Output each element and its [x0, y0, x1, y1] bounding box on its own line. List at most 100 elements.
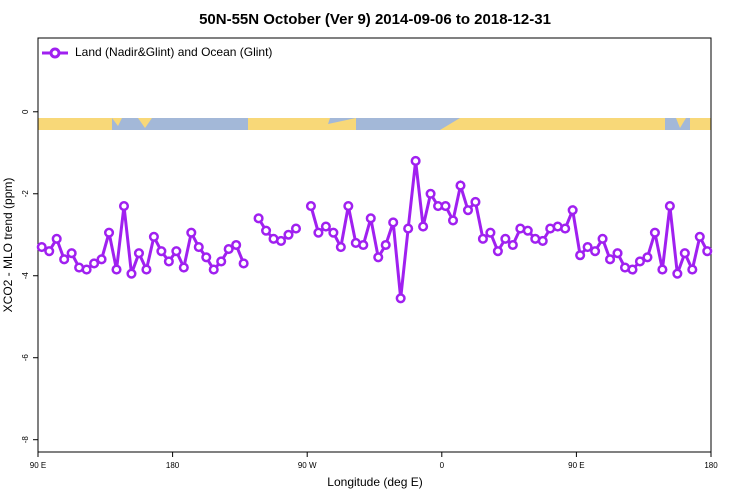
data-point	[89, 258, 100, 269]
data-point	[605, 254, 616, 265]
data-point	[96, 254, 107, 265]
x-tick-label: 0	[440, 461, 445, 470]
data-point	[642, 252, 653, 263]
data-point	[597, 233, 608, 244]
data-point	[335, 241, 346, 253]
data-point	[103, 227, 115, 238]
data-point	[36, 241, 47, 253]
y-tick-label: -4	[21, 272, 30, 280]
data-point	[403, 223, 414, 234]
data-point	[664, 201, 675, 212]
data-point	[492, 246, 503, 257]
data-point	[410, 155, 421, 167]
data-point	[679, 248, 690, 259]
data-point	[388, 217, 399, 228]
y-tick-label: 0	[21, 109, 30, 114]
data-point	[507, 239, 518, 251]
data-point	[320, 221, 331, 232]
data-point	[216, 256, 227, 267]
data-point	[395, 293, 406, 304]
data-point	[582, 241, 593, 253]
series-line	[41, 205, 246, 275]
land-ocean-strip	[38, 118, 711, 130]
legend-label: Land (Nadir&Glint) and Ocean (Glint)	[75, 45, 272, 59]
data-point	[178, 262, 189, 273]
data-point	[477, 233, 488, 244]
data-point	[612, 248, 623, 259]
data-point	[365, 213, 376, 224]
y-tick-label: -6	[21, 354, 30, 362]
data-point	[485, 227, 496, 238]
x-tick-label: 90 E	[568, 461, 584, 470]
data-point	[81, 264, 92, 275]
data-point	[283, 229, 294, 240]
data-point	[186, 227, 197, 238]
data-point	[59, 254, 70, 265]
legend-marker	[49, 47, 61, 59]
data-point	[253, 213, 264, 224]
data-point	[358, 239, 369, 251]
data-point	[261, 225, 272, 236]
data-point	[44, 246, 55, 257]
y-tick-label: -2	[21, 190, 30, 198]
data-point	[313, 227, 324, 238]
data-point	[193, 241, 204, 253]
data-point	[51, 233, 62, 244]
data-point	[380, 239, 391, 251]
data-point	[148, 231, 159, 242]
series-line	[309, 160, 709, 299]
data-point	[500, 233, 511, 244]
data-point	[575, 250, 586, 261]
data-point	[238, 258, 249, 269]
data-point	[201, 252, 212, 263]
data-point	[649, 227, 660, 238]
data-point	[231, 239, 242, 251]
x-tick-label: 90 W	[298, 461, 317, 470]
data-point	[141, 264, 152, 275]
y-tick-label: -8	[21, 436, 30, 444]
chart-title: 50N-55N October (Ver 9) 2014-09-06 to 20…	[199, 11, 551, 28]
x-tick-label: 180	[704, 461, 718, 470]
data-point	[522, 225, 533, 236]
data-point	[634, 256, 646, 267]
data-point	[567, 205, 578, 216]
data-point	[118, 201, 130, 212]
data-point	[455, 180, 466, 191]
data-point	[440, 201, 451, 212]
x-tick-label: 90 E	[30, 461, 46, 470]
data-point	[305, 201, 316, 212]
y-axis-label: XCO2 - MLO trend (ppm)	[1, 178, 15, 313]
data-point	[702, 246, 713, 257]
data-point	[462, 205, 474, 216]
data-point	[694, 231, 705, 242]
data-point	[627, 264, 638, 275]
data-point	[223, 244, 234, 255]
x-axis-label: Longitude (deg E)	[327, 475, 422, 489]
data-point	[111, 264, 122, 275]
data-point	[447, 215, 459, 226]
data-point	[425, 188, 436, 199]
data-point	[126, 268, 137, 279]
data-point	[328, 227, 339, 238]
data-point	[373, 252, 384, 263]
data-point	[163, 256, 174, 267]
data-point	[672, 268, 683, 279]
data-point	[560, 223, 571, 234]
data-point	[590, 246, 601, 257]
data-point	[66, 248, 77, 259]
data-point	[290, 223, 302, 234]
data-point	[275, 235, 287, 246]
data-point	[418, 221, 429, 232]
x-tick-label: 180	[166, 461, 180, 470]
data-point	[171, 246, 182, 257]
data-point	[657, 264, 668, 275]
legend: Land (Nadir&Glint) and Ocean (Glint)	[42, 45, 272, 59]
data-point	[156, 246, 167, 257]
data-point	[133, 248, 144, 259]
data-point	[343, 201, 354, 212]
data-point	[470, 196, 481, 208]
data-point	[687, 264, 698, 275]
data-point	[537, 235, 548, 246]
data-point	[208, 264, 219, 275]
